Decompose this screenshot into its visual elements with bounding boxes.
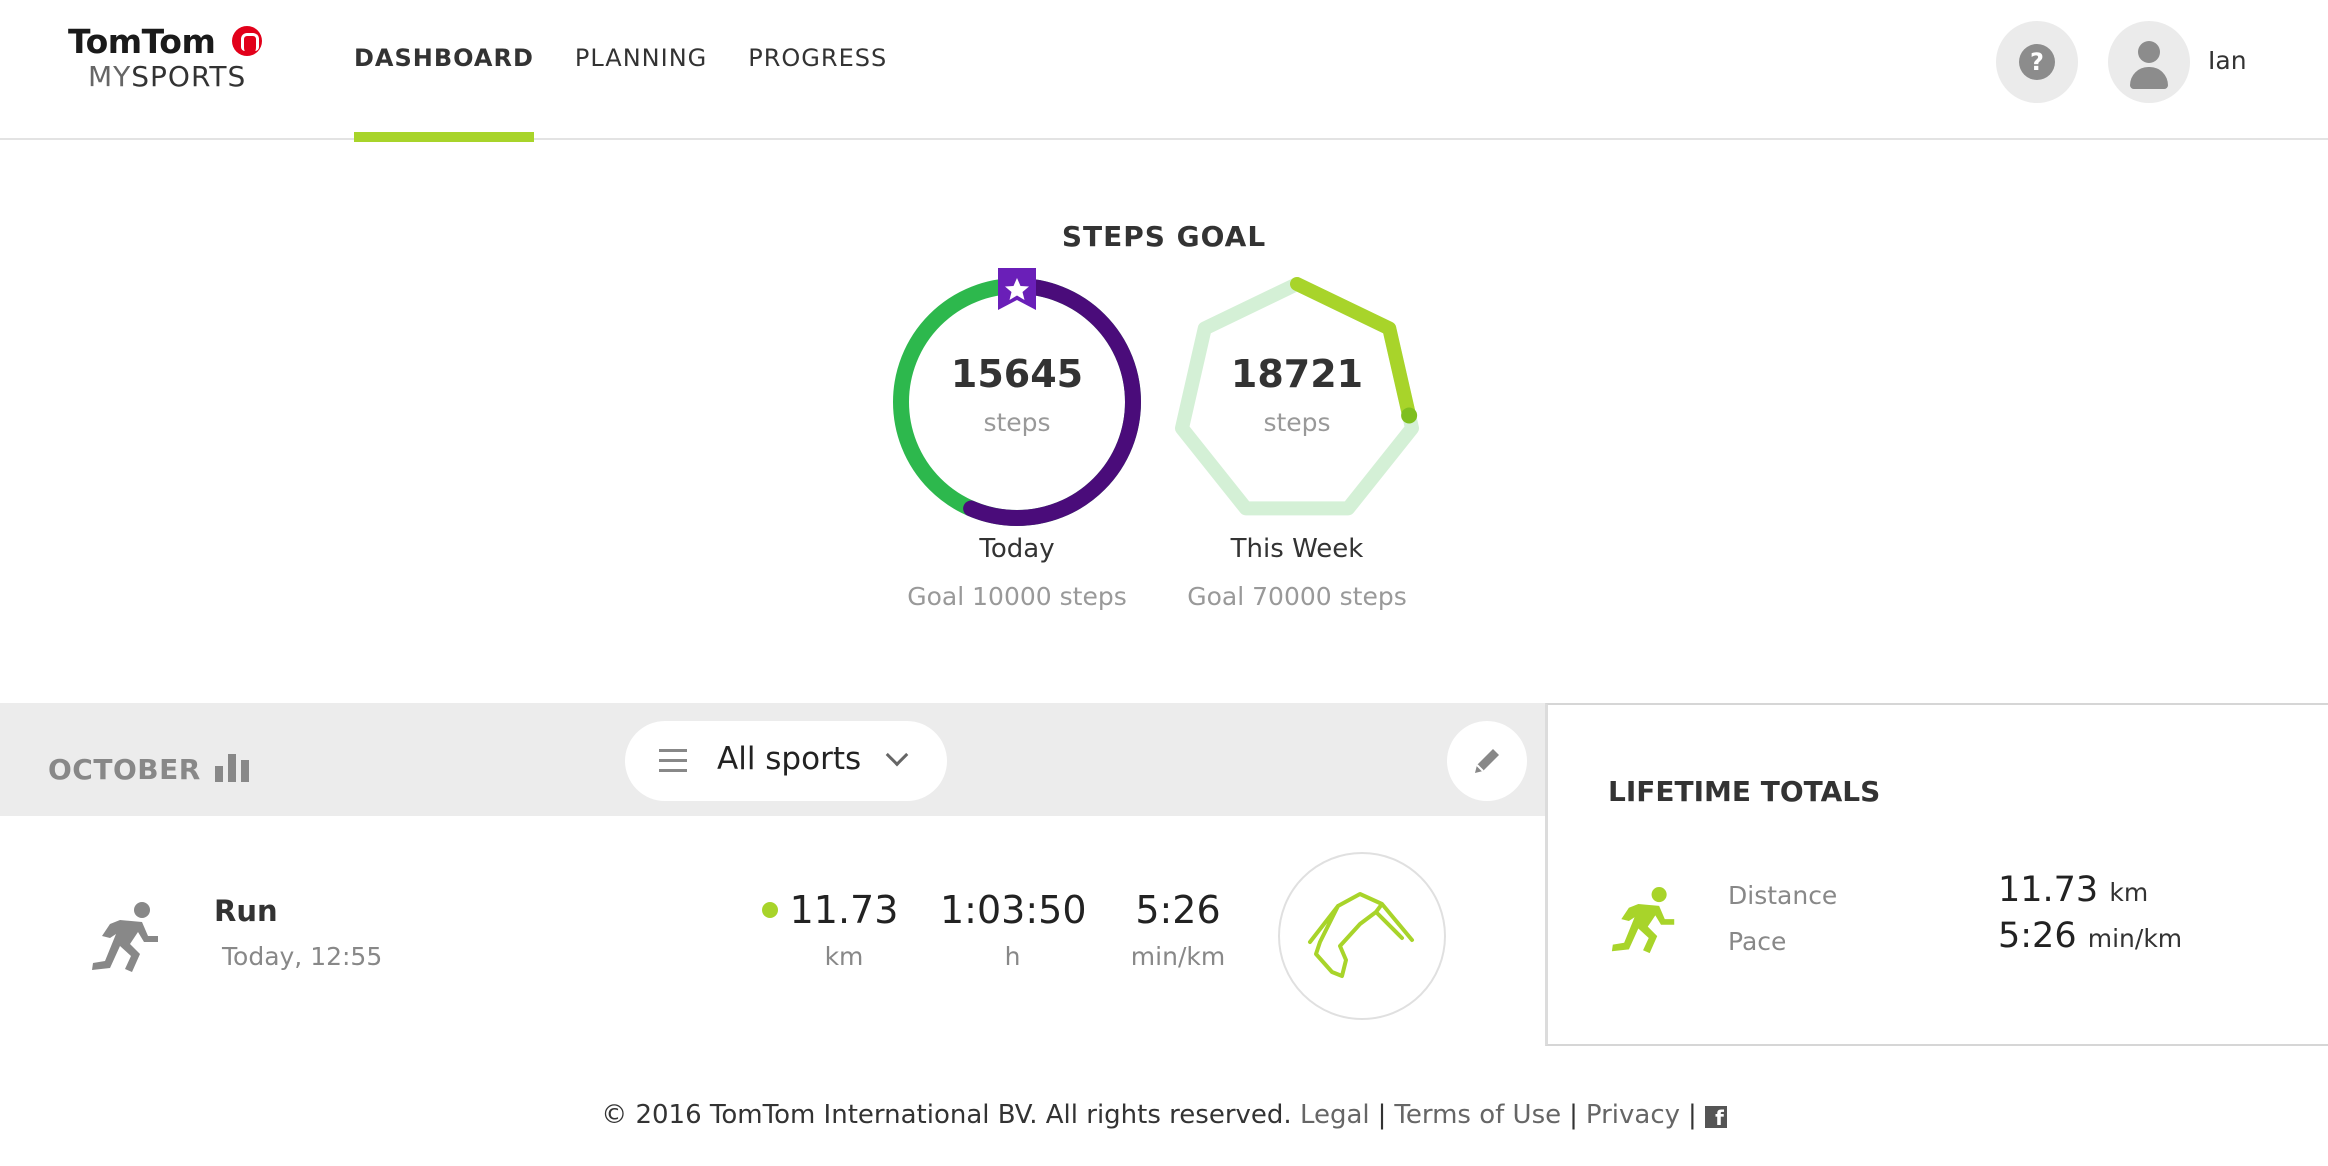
duration-metric: 1:03:50 h <box>940 888 1087 971</box>
lifetime-title: LIFETIME TOTALS <box>1608 775 1881 808</box>
today-ring-chart <box>893 268 1141 526</box>
runner-icon <box>1611 887 1675 954</box>
distance-dot <box>761 902 778 918</box>
month-label: OCTOBER <box>48 753 201 786</box>
route-map-thumbnail[interactable] <box>1278 852 1446 1020</box>
pencil-icon <box>1475 749 1499 773</box>
week-steps-goal[interactable]: 18721 steps This Week Goal 70000 steps <box>1157 262 1437 632</box>
main-nav: DASHBOARD PLANNING PROGRESS <box>354 0 928 142</box>
facebook-icon[interactable]: f <box>1704 1106 1727 1130</box>
lifetime-pace-value: 5:26 <box>1998 916 2077 956</box>
logo-wordmark: TomTom <box>68 22 216 61</box>
route-path-icon <box>1308 892 1414 978</box>
menu-icon <box>659 749 687 773</box>
distance-metric: 11.73 km <box>760 888 900 971</box>
user-name[interactable]: Ian <box>2208 46 2247 75</box>
nav-progress[interactable]: PROGRESS <box>748 44 888 72</box>
nav-dashboard[interactable]: DASHBOARD <box>354 0 534 142</box>
week-goal-text: Goal 70000 steps <box>1187 582 1407 611</box>
tomtom-mysports-logo[interactable]: TomTom MYSPORTS <box>60 18 280 98</box>
chevron-down-icon <box>885 743 909 767</box>
terms-link[interactable]: Terms of Use <box>1394 1100 1562 1130</box>
sports-filter-dropdown[interactable]: All sports <box>625 721 947 801</box>
footer: © 2016 TomTom International BV. All righ… <box>0 1100 2328 1130</box>
edit-button[interactable] <box>1447 721 1527 801</box>
week-progress-marker <box>1401 407 1418 424</box>
footer-separator: | <box>1377 1100 1387 1130</box>
logo-subtitle: MYSPORTS <box>88 60 247 93</box>
today-goal-text: Goal 10000 steps <box>907 582 1127 611</box>
logo-hand-icon <box>232 26 262 56</box>
distance-value: 11.73 <box>789 888 899 932</box>
privacy-link[interactable]: Privacy <box>1585 1100 1681 1130</box>
week-steps-count: 18721 <box>1230 352 1364 396</box>
duration-value: 1:03:50 <box>940 888 1087 932</box>
steps-goal-title: STEPS GOAL <box>1061 220 1267 253</box>
activity-type: Run <box>214 894 278 928</box>
help-button[interactable]: ? <box>1996 21 2078 103</box>
pace-unit: min/km <box>1130 942 1226 971</box>
lifetime-totals-panel: LIFETIME TOTALS Distance Pace 11.73 km 5… <box>1545 703 2328 1046</box>
week-heptagon-chart <box>1174 277 1420 516</box>
lifetime-pace-label: Pace <box>1728 927 1787 956</box>
pace-metric: 5:26 min/km <box>1118 888 1238 971</box>
top-header: TomTom MYSPORTS DASHBOARD PLANNING PROGR… <box>0 0 2328 142</box>
week-heptagon-progress <box>1290 277 1417 423</box>
duration-unit: h <box>1004 942 1021 971</box>
star-ribbon-icon <box>998 268 1036 310</box>
avatar[interactable] <box>2108 21 2190 103</box>
lifetime-pace-unit: min/km <box>2087 924 2183 953</box>
runner-icon <box>92 902 158 972</box>
legal-link[interactable]: Legal <box>1299 1100 1370 1130</box>
today-steps-unit: steps <box>983 408 1051 437</box>
activity-row[interactable]: Run Today, 12:55 11.73 km 1:03:50 h 5:26… <box>0 816 1545 1056</box>
lifetime-distance-value: 11.73 <box>1998 870 2099 910</box>
lifetime-distance: 11.73 km <box>1998 870 2148 910</box>
footer-separator: | <box>1569 1100 1578 1130</box>
bar-chart-icon[interactable] <box>215 754 251 782</box>
lifetime-pace: 5:26 min/km <box>1998 916 2182 956</box>
today-steps-goal[interactable]: 15645 steps Today Goal 10000 steps <box>877 262 1157 632</box>
help-bubble-icon: ? <box>2019 44 2055 80</box>
nav-planning[interactable]: PLANNING <box>574 44 708 72</box>
copyright-text: © 2016 TomTom International BV. All righ… <box>601 1100 1292 1130</box>
user-body-icon <box>2130 67 2168 89</box>
lifetime-distance-label: Distance <box>1728 881 1838 910</box>
activities-toolbar: OCTOBER All sports <box>0 703 1545 816</box>
today-label: Today <box>979 534 1055 564</box>
user-head-icon <box>2138 41 2160 63</box>
week-label: This Week <box>1230 534 1364 564</box>
distance-unit: km <box>824 942 864 971</box>
pace-value: 5:26 <box>1135 888 1221 932</box>
week-steps-unit: steps <box>1263 408 1331 437</box>
lifetime-distance-unit: km <box>2109 878 2149 907</box>
activity-time: Today, 12:55 <box>222 942 383 971</box>
today-steps-count: 15645 <box>950 352 1084 396</box>
sports-filter-label: All sports <box>717 741 862 777</box>
footer-separator: | <box>1688 1100 1697 1130</box>
